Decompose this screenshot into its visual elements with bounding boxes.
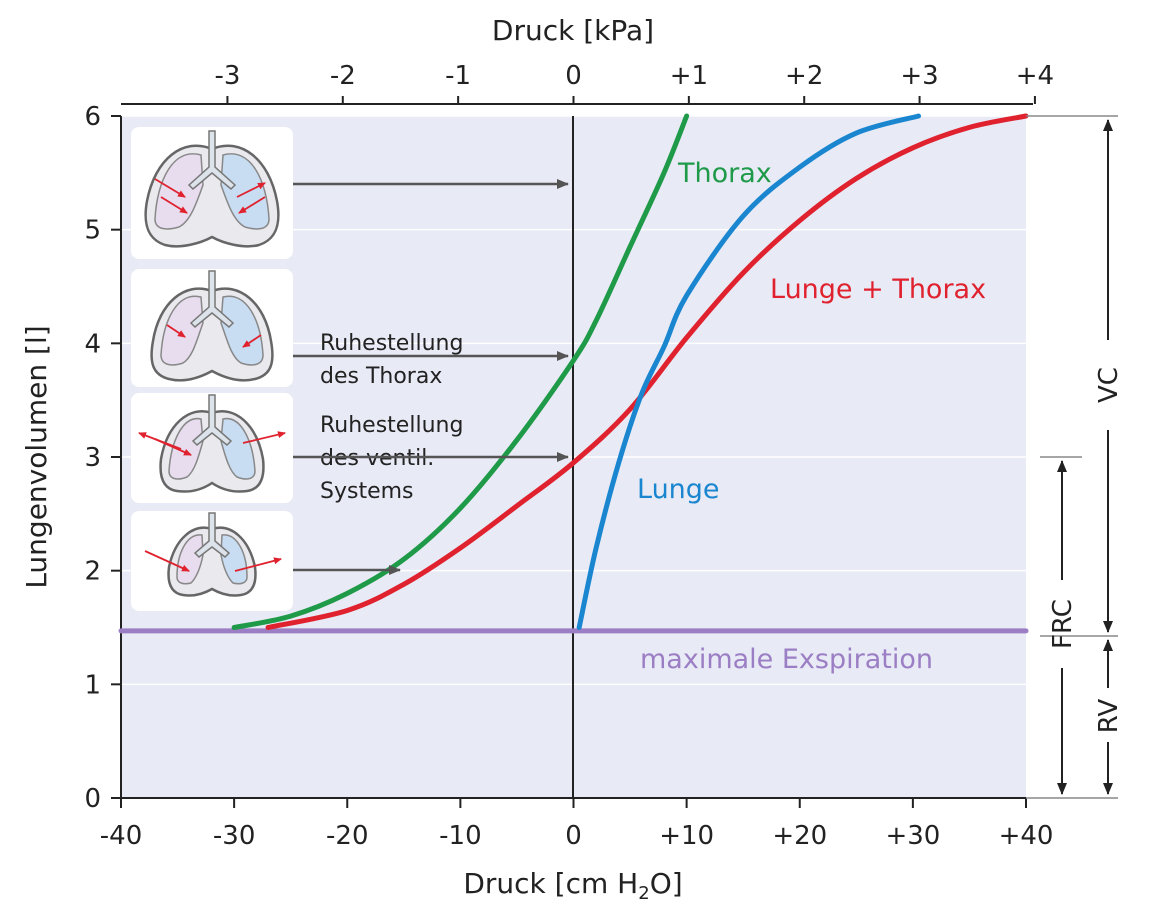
curve-lunge <box>576 113 922 630</box>
label-lunge: Lunge <box>637 474 720 505</box>
top-tick-label: 0 <box>565 61 582 91</box>
label-lunge-thorax: Lunge + Thorax <box>770 274 986 305</box>
top-ticks: -3 -2 -1 0 +1 +2 +3 +4 <box>214 61 1054 104</box>
top-tick-label: -1 <box>445 61 471 91</box>
top-tick-label: -3 <box>214 61 240 91</box>
x-tick-label: +10 <box>659 821 714 851</box>
x-axis-title-bottom: Druck [cm H2O] <box>463 867 682 904</box>
label-max-expiration: maximale Exspiration <box>640 644 933 675</box>
y-tick-label: 6 <box>84 102 101 132</box>
thorax-illustration-4 <box>131 511 293 611</box>
top-tick-label: +1 <box>670 61 708 91</box>
y-axis-title: Lungenvolumen [l] <box>20 325 53 588</box>
top-tick-label: -2 <box>330 61 356 91</box>
y-tick-label: 5 <box>84 216 101 246</box>
y-tick-label: 2 <box>84 557 101 587</box>
x-tick-label: +40 <box>999 821 1054 851</box>
thorax-illustration-1 <box>131 127 293 259</box>
curve-lunge-thorax <box>265 113 1029 630</box>
y-tick-label: 1 <box>84 670 101 700</box>
top-tick-label: +2 <box>785 61 823 91</box>
x-tick-label: +30 <box>885 821 940 851</box>
top-tick-label: +4 <box>1016 61 1054 91</box>
curve-thorax <box>231 113 690 630</box>
y-tick-label: 4 <box>84 329 101 359</box>
label-thorax: Thorax <box>677 158 772 189</box>
y-tick-label: 3 <box>84 443 101 473</box>
vc-label: VC <box>1094 367 1124 403</box>
thorax-illustration-2 <box>131 269 293 387</box>
rv-label: RV <box>1094 699 1124 734</box>
x-tick-label: -20 <box>326 821 368 851</box>
curves <box>118 113 1029 634</box>
thorax-illustration-3 <box>131 393 293 503</box>
annotation-ruhe-system: Ruhestellung des ventil. Systems <box>320 413 470 504</box>
x-tick-label: -40 <box>100 821 142 851</box>
y-tick-label: 0 <box>84 784 101 814</box>
x-tick-label: -10 <box>439 821 481 851</box>
bottom-ticks: -40 -30 -20 -10 0 +10 +20 +30 +40 <box>100 798 1054 851</box>
frc-label: FRC <box>1048 599 1078 649</box>
x-tick-label: 0 <box>565 821 582 851</box>
x-tick-label: +20 <box>772 821 827 851</box>
annotation-ruhe-thorax: Ruhestellung des Thorax <box>320 331 470 389</box>
top-tick-label: +3 <box>900 61 938 91</box>
x-tick-label: -30 <box>213 821 255 851</box>
x-axis-title-top: Druck [kPa] <box>492 14 654 47</box>
left-ticks: 0 1 2 3 4 5 6 <box>84 102 121 814</box>
